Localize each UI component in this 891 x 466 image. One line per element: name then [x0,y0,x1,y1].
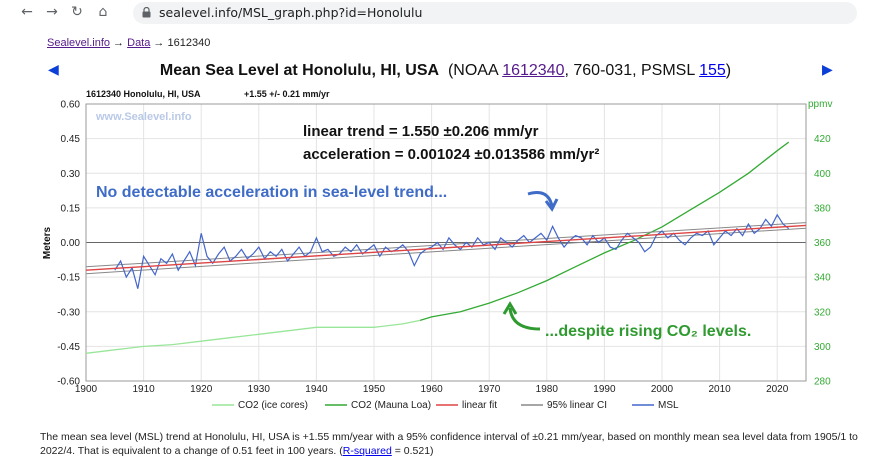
right-axis-label: ppmv [808,99,832,110]
next-station-arrow-icon[interactable]: ▶ [822,61,833,77]
y-tick-label: 0.45 [61,134,81,145]
legend-label: CO2 (Mauna Loa) [351,400,431,411]
y-tick-label: -0.45 [57,342,80,353]
summary-text-part1: The mean sea level (MSL) trend at Honolu… [40,431,858,457]
x-tick-label: 1900 [75,384,98,395]
sea-level-chart: 1612340 Honolulu, HI, USA +1.55 +/- 0.21… [42,89,832,411]
y-tick-label: 0.60 [61,100,81,111]
chart-legend: CO2 (ice cores) CO2 (Mauna Loa) linear fit… [212,400,679,411]
y2-tick-label: 400 [814,169,831,180]
y2-tick-label: 360 [814,238,831,249]
legend-label: CO2 (ice cores) [238,400,308,411]
chart-watermark: www.Sealevel.info [95,111,192,123]
chart-header-right: +1.55 +/- 0.21 mm/yr [244,89,330,99]
chart-header-left: 1612340 Honolulu, HI, USA [86,89,201,99]
breadcrumb-separator: → [150,37,168,49]
x-tick-label: 2010 [708,384,731,395]
legend-label: linear fit [462,400,497,411]
x-tick-label: 1990 [593,384,616,395]
r-squared-link[interactable]: R-squared [342,445,392,457]
browser-toolbar: ← → ↻ ⌂ sealevel.info/MSL_graph.php?id=H… [0,0,891,26]
x-tick-label: 1970 [478,384,501,395]
lock-icon [142,7,151,18]
annotation-despite-co2: ...despite rising CO₂ levels. [545,323,751,340]
annotation-trend: linear trend = 1.550 ±0.206 mm/yr [303,123,539,140]
y-tick-label: 0.30 [61,169,81,180]
annotation-arrow-blue [527,191,554,207]
y-tick-label: -0.30 [57,307,80,318]
forward-arrow-icon[interactable]: → [46,4,58,20]
breadcrumb-home-link[interactable]: Sealevel.info [47,37,110,49]
annotation-arrowhead-blue [544,198,559,212]
y-tick-label: 0.15 [61,203,81,214]
co2-ice-cores-line [85,319,421,354]
chart-series [85,141,807,354]
plot-frame [85,103,807,382]
summary-text: The mean sea level (MSL) trend at Honolu… [40,430,860,458]
annotation-no-acceleration: No detectable acceleration in sea-level … [96,184,447,201]
axis-ticks: 1900 1910 1920 1930 1940 1950 1960 1970 1980 1990… [57,100,831,396]
reload-icon[interactable]: ↻ [71,4,83,20]
home-icon[interactable]: ⌂ [98,4,108,20]
page-title-middle: , 760-031, PSMSL [564,62,700,79]
page-title-paren-open: (NOAA [439,62,503,79]
breadcrumb-separator: → [110,37,128,49]
noaa-station-link[interactable]: 1612340 [502,62,565,79]
breadcrumb-station: 1612340 [167,37,211,49]
page-title-paren-close: ) [725,62,732,79]
ci-lower-line [85,227,807,275]
y2-tick-label: 380 [814,203,831,214]
previous-station-arrow-icon[interactable]: ◀ [48,61,59,77]
x-tick-label: 2000 [651,384,674,395]
page-title-main: Mean Sea Level at Honolulu, HI, USA [159,62,440,79]
y2-tick-label: 420 [814,134,831,145]
breadcrumb-data-link[interactable]: Data [127,37,151,49]
annotation-arrow-green [508,307,541,331]
address-bar[interactable]: sealevel.info/MSL_graph.php?id=Honolulu [133,2,857,24]
x-tick-label: 1980 [536,384,559,395]
x-tick-label: 1960 [420,384,443,395]
annotation-arrowhead-green [502,301,518,315]
breadcrumb: Sealevel.info → Data → 1612340 [47,37,210,49]
x-tick-label: 1940 [305,384,328,395]
x-tick-label: 1950 [363,384,386,395]
left-axis-label: Meters [42,226,53,259]
x-tick-label: 1920 [190,384,213,395]
msl-line [114,213,790,289]
summary-text-part2: = 0.521) [391,445,434,457]
x-tick-label: 1930 [248,384,271,395]
y2-tick-label: 340 [814,273,831,284]
y-tick-label: 0.00 [61,238,81,249]
x-tick-label: 1910 [132,384,155,395]
y-tick-label: -0.15 [57,273,80,284]
page-title: Mean Sea Level at Honolulu, HI, USA (NOA… [0,62,891,80]
y2-tick-label: 280 [814,377,831,388]
back-arrow-icon[interactable]: ← [21,4,33,20]
legend-label: 95% linear CI [547,400,607,411]
url-text: sealevel.info/MSL_graph.php?id=Honolulu [159,5,423,20]
y-tick-label: -0.60 [57,377,80,388]
legend-label: MSL [658,400,679,411]
linear-fit-line [85,224,807,271]
y2-tick-label: 300 [814,342,831,353]
y2-tick-label: 320 [814,307,831,318]
co2-mauna-loa-line [419,141,790,322]
annotation-acceleration: acceleration = 0.001024 ±0.013586 mm/yr² [303,146,599,163]
x-tick-label: 2020 [766,384,789,395]
psmsl-station-link[interactable]: 155 [699,62,726,79]
